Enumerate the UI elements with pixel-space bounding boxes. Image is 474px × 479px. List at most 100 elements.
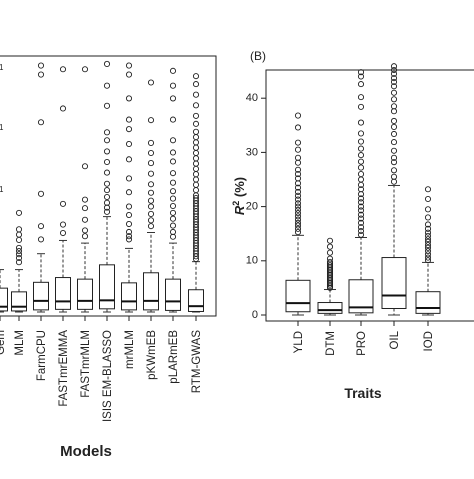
x-tick-label-farmcpu: FarmCPU [36, 330, 48, 381]
outlier-point-mlm [15, 231, 23, 238]
box-isis-em-blasso [99, 264, 115, 310]
outlier-point-dtm [326, 237, 334, 244]
outlier-point-mrmlm [125, 116, 133, 123]
outlier-point-pro [357, 215, 365, 222]
outlier-point-oil [390, 130, 398, 138]
outlier-point-rtm-gwas [192, 91, 200, 98]
outlier-point-oil [390, 117, 398, 125]
outlier-point-mrmlm [125, 62, 133, 69]
outlier-point-yld [294, 171, 302, 178]
outlier-point-pro [357, 219, 365, 226]
outlier-point-pro [357, 199, 365, 206]
outlier-point-yld [294, 210, 302, 217]
outlier-point-mlm [15, 254, 23, 261]
outlier-point-fastmrmlm [81, 227, 89, 234]
outlier-point-plarmeb [169, 209, 177, 216]
box-group-rtm-gwas [188, 73, 204, 313]
box-rtm-gwas [188, 289, 204, 312]
outlier-point-isis-em-blasso [103, 169, 111, 176]
box-mlm [11, 291, 27, 312]
outlier-point-rtm-gwas [192, 181, 200, 188]
outlier-point-pkwmeb [147, 203, 155, 210]
panel-b-traits: 0 10 20 30 40 YLD DTM PRO OIL IOD (B) R2 (%) Traits [231, 49, 474, 401]
outlier-point-plarmeb [169, 215, 177, 222]
outlier-point-fastmremma [59, 229, 67, 237]
y-tick-label: 20 [246, 201, 258, 213]
outlier-point-dtm [326, 258, 334, 265]
outlier-point-pro [357, 103, 365, 110]
y-axis-title: R2 (%) [231, 177, 247, 215]
y-axis-title-sup: 2 [231, 201, 241, 206]
outlier-point-farmcpu [37, 71, 45, 78]
outlier-point-isis-em-blasso [103, 187, 111, 194]
outlier-point-rtm-gwas [192, 155, 200, 162]
outlier-point-yld [294, 175, 302, 182]
outlier-point-oil [390, 123, 398, 130]
outlier-point-pro [357, 195, 365, 202]
outlier-point-oil [390, 139, 398, 146]
outlier-point-rtm-gwas [192, 171, 200, 178]
outlier-point-rtm-gwas [192, 73, 200, 80]
x-tick-label-plarmeb: pLARmEB [168, 330, 180, 384]
outlier-point-plarmeb [169, 202, 177, 210]
outlier-point-mrmlm [125, 236, 133, 243]
outlier-point-iod [424, 257, 432, 264]
outlier-point-pkwmeb [147, 149, 155, 157]
y-axis-title-unit: (%) [232, 177, 247, 201]
y-axis-title-r: R [232, 205, 247, 215]
panel-b-frame [265, 69, 474, 322]
outlier-point-fastmremma [59, 66, 67, 73]
outlier-point-pro [357, 203, 365, 210]
outlier-point-iod [424, 195, 432, 203]
outlier-point-iod [424, 247, 432, 255]
outlier-point-mlm [15, 209, 23, 216]
outlier-point-dtm [326, 243, 334, 250]
box-dtm [317, 302, 343, 314]
outlier-point-fastmrmlm [81, 163, 89, 170]
outlier-point-mrmlm [125, 228, 133, 236]
outlier-point-rtm-gwas [192, 102, 200, 109]
x-tick-label-oil: OIL [389, 330, 401, 349]
outlier-point-iod [424, 214, 432, 221]
outlier-point-pkwmeb [147, 189, 155, 196]
outlier-point-oil [390, 89, 398, 96]
outlier-point-rtm-gwas [192, 160, 200, 167]
outlier-point-yld [294, 196, 302, 203]
x-tick-label-pro: PRO [356, 331, 368, 356]
outlier-point-isis-em-blasso [103, 208, 111, 215]
outlier-point-fastmremma [59, 200, 67, 207]
outlier-point-pro [357, 145, 365, 152]
outlier-point-isis-em-blasso [103, 158, 111, 166]
outlier-point-oil [390, 173, 398, 180]
outlier-point-plarmeb [169, 82, 177, 89]
box-group-iod [415, 186, 441, 316]
outlier-point-isis-em-blasso [103, 60, 111, 68]
outlier-point-plarmeb [169, 170, 177, 177]
box-group-pro [348, 69, 374, 316]
clipped-y-tick-label: 1 [0, 185, 4, 194]
outlier-point-mrmlm [125, 203, 133, 210]
x-tick-label-mlm: MLM [14, 330, 26, 356]
outlier-point-farmcpu [37, 119, 45, 126]
outlier-point-dtm [326, 262, 334, 269]
outlier-point-yld [294, 200, 302, 207]
outlier-point-plarmeb [169, 149, 177, 156]
outlier-point-pro [357, 152, 365, 159]
box-group-fastmremma [55, 66, 71, 313]
outlier-point-oil [390, 103, 398, 110]
outlier-point-oil [390, 70, 398, 77]
outlier-point-iod [424, 229, 432, 236]
outlier-point-yld [294, 146, 302, 153]
outlier-point-rtm-gwas [192, 112, 200, 119]
outlier-point-plarmeb [169, 137, 177, 144]
outlier-point-yld [294, 229, 302, 236]
outlier-point-iod [424, 225, 432, 232]
outlier-point-iod [424, 232, 432, 239]
outlier-point-dtm [326, 249, 334, 256]
outlier-point-pro [357, 94, 365, 101]
outlier-point-isis-em-blasso [103, 180, 111, 187]
outlier-point-rtm-gwas [192, 165, 200, 172]
outlier-point-pro [357, 138, 365, 145]
outlier-point-plarmeb [169, 95, 177, 102]
